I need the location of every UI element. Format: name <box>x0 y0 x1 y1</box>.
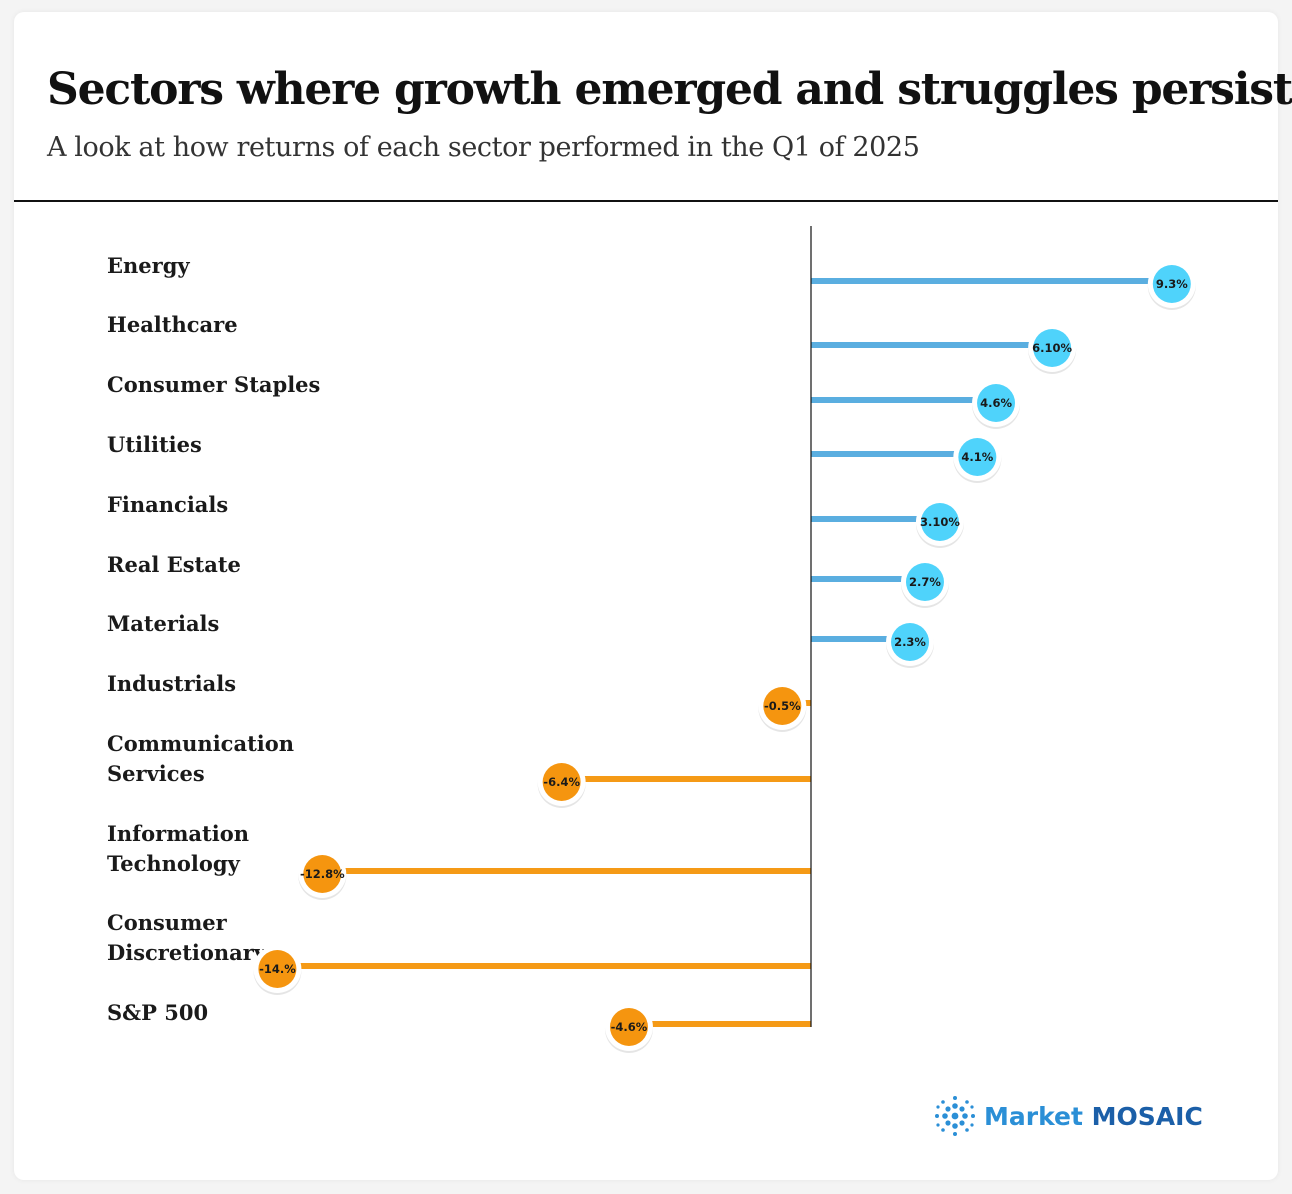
brand-name: Market MOSAIC <box>984 1102 1203 1131</box>
category-label: Real Estate <box>107 552 241 577</box>
category-label: Healthcare <box>107 312 238 337</box>
value-marker <box>542 763 581 801</box>
value-label: 2.3% <box>894 635 926 649</box>
category-label: Energy <box>107 253 190 278</box>
category-label-line: Services <box>107 761 205 786</box>
category-label: Industrials <box>107 671 236 696</box>
category-label: Utilities <box>107 432 202 457</box>
category-label-line: Real Estate <box>107 552 241 577</box>
value-marker <box>303 855 342 893</box>
category-label-line: Financials <box>107 492 228 517</box>
value-marker <box>958 438 997 476</box>
value-marker <box>905 563 944 601</box>
lollipop-chart: Energy Healthcare Consumer Staples Utilitie… <box>107 226 1196 1053</box>
category-label-line: Communication <box>107 731 294 756</box>
value-label: 6.10% <box>1032 341 1072 355</box>
value-label: 2.7% <box>909 575 941 589</box>
value-label: -6.4% <box>543 775 580 789</box>
category-label-line: S&P 500 <box>107 1000 208 1025</box>
category-label: Consumer Discretionary <box>107 910 267 965</box>
value-marker <box>763 687 802 725</box>
category-label-line: Healthcare <box>107 312 238 337</box>
value-label: -14.% <box>259 962 296 976</box>
category-label-line: Consumer Staples <box>107 372 320 397</box>
header-divider <box>14 200 1278 202</box>
value-marker <box>977 384 1016 422</box>
dotted-mosaic-logo-icon <box>935 1096 975 1136</box>
brand-name-part2: MOSAIC <box>1091 1101 1203 1131</box>
value-label: 9.3% <box>1156 277 1188 291</box>
value-marker <box>1152 265 1191 303</box>
value-label: -0.5% <box>764 699 801 713</box>
value-marker <box>920 503 959 541</box>
value-label: 4.6% <box>980 396 1012 410</box>
value-label: -4.6% <box>611 1020 648 1034</box>
value-marker <box>609 1008 648 1046</box>
value-marker <box>891 623 930 661</box>
chart-subtitle: A look at how returns of each sector per… <box>47 132 920 163</box>
value-label: 4.1% <box>961 450 993 464</box>
category-label-line: Technology <box>107 851 241 876</box>
category-label-line: Energy <box>107 253 190 278</box>
value-label: 3.10% <box>920 515 960 529</box>
category-label-line: Utilities <box>107 432 202 457</box>
value-marker <box>258 950 297 988</box>
category-label: Consumer Staples <box>107 372 320 397</box>
category-label-line: Discretionary <box>107 940 267 965</box>
category-label: S&P 500 <box>107 1000 208 1025</box>
category-label: Financials <box>107 492 228 517</box>
category-label: Communication Services <box>107 731 294 786</box>
category-label-line: Information <box>107 821 249 846</box>
category-label: Information Technology <box>107 821 249 876</box>
category-label-line: Industrials <box>107 671 236 696</box>
value-label: -12.8% <box>300 867 345 881</box>
category-label: Materials <box>107 611 219 636</box>
brand-name-part1: Market <box>984 1101 1083 1131</box>
category-label-line: Materials <box>107 611 219 636</box>
brand-logo: Market MOSAIC <box>934 1094 1203 1138</box>
chart-card: Sectors where growth emerged and struggl… <box>14 12 1292 1180</box>
category-label-line: Consumer <box>107 910 228 935</box>
chart-title: Sectors where growth emerged and struggl… <box>47 64 1292 115</box>
value-marker <box>1033 329 1072 367</box>
